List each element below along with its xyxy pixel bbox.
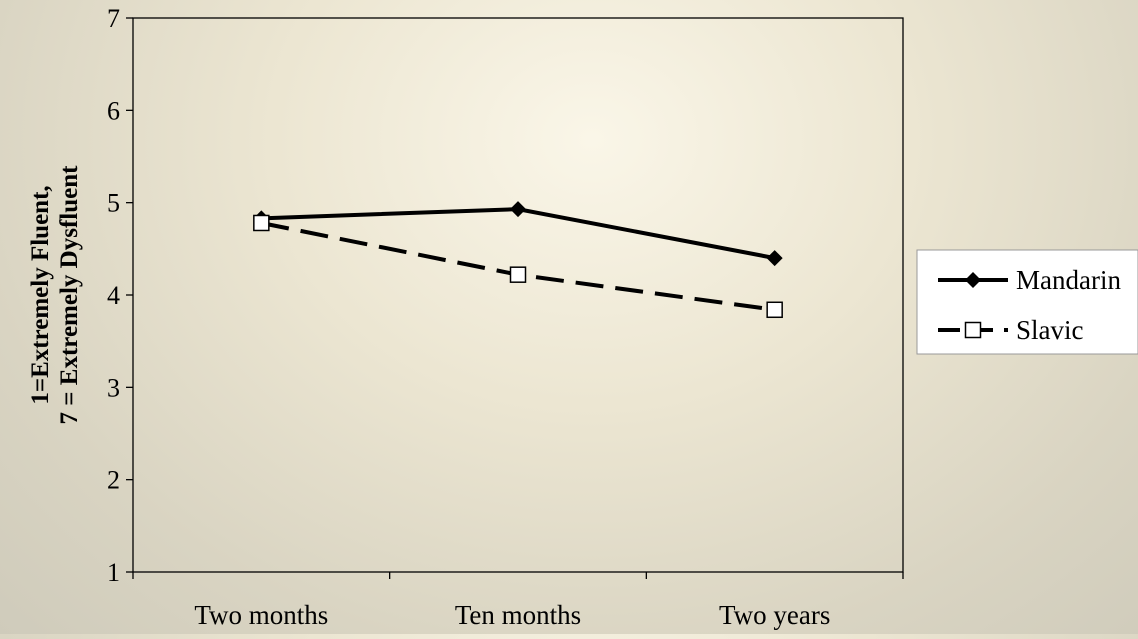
legend-label: Slavic (1016, 315, 1084, 345)
data-point-diamond (510, 201, 526, 218)
x-tick-label: Ten months (455, 600, 581, 630)
legend: Mandarin Slavic (916, 249, 1138, 355)
y-axis-title-line: 7 = Extremely Dysfluent (56, 165, 83, 425)
legend-label: Mandarin (1016, 265, 1121, 295)
y-tick-label: 7 (107, 4, 120, 33)
series-slavic (253, 214, 783, 319)
y-tick-label: 3 (107, 373, 120, 402)
y-tick-label: 1 (107, 558, 120, 587)
y-axis-title: 1=Extremely Fluent, 7 = Extremely Dysflue… (27, 165, 83, 425)
y-tick-label: 5 (107, 189, 120, 218)
data-point-square (766, 301, 783, 319)
legend-marker-square (964, 321, 982, 339)
y-tick-label: 2 (107, 466, 120, 495)
legend-item-mandarin: Mandarin (938, 265, 1121, 295)
data-point-diamond (766, 250, 783, 267)
series-mandarin (253, 201, 783, 267)
legend-marker-diamond (965, 272, 981, 288)
series-line (260, 221, 775, 312)
x-tick-label: Two months (194, 600, 328, 630)
y-axis-title-line: 1=Extremely Fluent, (27, 185, 54, 404)
axes: 1 2 3 4 5 6 7 Two months Ten months Two years 1=Ex… (27, 4, 904, 630)
legend-item-slavic: Slavic (938, 315, 1084, 345)
y-tick-label: 6 (107, 96, 120, 125)
legend-box (916, 249, 1138, 355)
series-layer (253, 201, 783, 319)
data-point-square (253, 214, 270, 232)
x-tick-label: Two years (719, 600, 830, 630)
plot-area-frame (132, 17, 904, 573)
y-tick-label: 4 (107, 281, 120, 310)
data-point-square (509, 266, 527, 283)
